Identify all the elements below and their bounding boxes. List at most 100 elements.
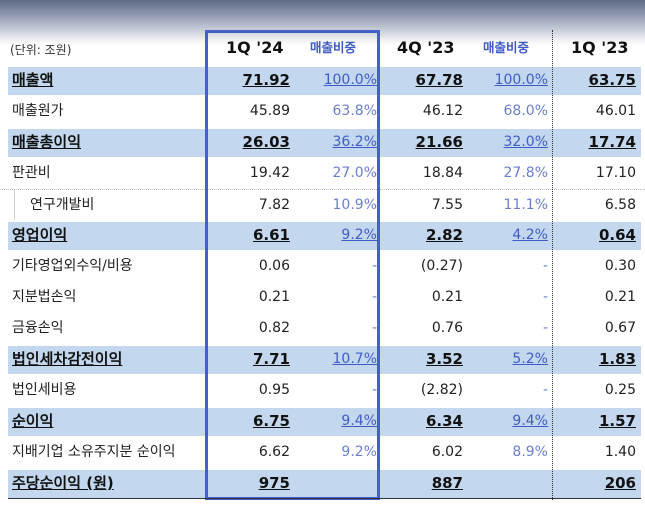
value-1q24: 7.82 [258,197,290,213]
ratio-1q24: 9.2% [341,444,377,460]
value-4q23: 18.84 [422,165,463,181]
ratio-4q23: 4.2% [512,227,548,243]
value-1q23: 0.25 [604,382,636,398]
row-label: 영업이익 [12,226,68,244]
row-label: 금융손익 [12,320,64,336]
row-label: 매출총이익 [12,133,82,151]
value-1q23: 1.57 [598,412,636,430]
col-1q23: 1Q '23 [571,38,629,57]
column-divider [552,30,553,500]
value-1q23: 0.21 [604,289,636,305]
ratio-4q23: - [542,382,548,398]
table-row: 연구개발비 7.82 10.9% 7.55 11.1% 6.58 [0,189,645,220]
table-header: (단위: 조원) 1Q '24 매출비중 4Q '23 매출비중 1Q '23 [0,30,645,65]
col-ratio-2: 매출비중 [483,40,530,55]
value-1q24: 0.82 [258,320,290,336]
value-1q24: 7.71 [252,350,290,368]
table-row: 영업이익 6.61 9.2% 2.82 4.2% 0.64 [0,220,645,251]
ratio-1q24: 10.7% [332,351,377,367]
table-row: 금융손익 0.82 - 0.76 - 0.67 [0,313,645,344]
ratio-4q23: 5.2% [512,351,548,367]
value-1q23: 17.10 [595,165,636,181]
value-1q23: 46.01 [595,103,636,119]
ratio-1q24: 63.8% [332,103,377,119]
row-label: 지배기업 소유주지분 순이익 [12,444,176,460]
table-row: 매출총이익 26.03 36.2% 21.66 32.0% 17.74 [0,127,645,158]
table-row: 매출액 71.92 100.0% 67.78 100.0% 63.75 [0,65,645,96]
ratio-4q23: 11.1% [503,197,548,213]
value-1q24: 26.03 [242,133,290,151]
value-1q23: 206 [604,474,636,492]
row-label: 기타영업외수익/비용 [12,258,133,274]
value-1q24: 6.75 [252,412,290,430]
table-row: 판관비 19.42 27.0% 18.84 27.8% 17.10 [0,158,645,189]
value-1q23: 1.83 [598,350,636,368]
ratio-4q23: 9.4% [512,413,548,429]
current-quarter-highlight-box [205,30,380,500]
row-label: 주당순이익 (원) [12,474,114,492]
value-1q24: 6.62 [258,444,290,460]
indent-marker [14,190,15,220]
ratio-4q23: 32.0% [503,134,548,150]
value-1q24: 975 [258,474,290,492]
table-row: 지분법손익 0.21 - 0.21 - 0.21 [0,282,645,313]
value-4q23: 21.66 [415,133,463,151]
col-1q24: 1Q '24 [226,38,284,57]
ratio-4q23: - [542,320,548,336]
value-4q23: 0.21 [431,289,463,305]
ratio-4q23: 8.9% [512,444,548,460]
ratio-1q24: 10.9% [332,197,377,213]
ratio-4q23: - [542,289,548,305]
value-1q23: 1.40 [604,444,636,460]
value-4q23: (2.82) [420,382,463,398]
col-ratio-1: 매출비중 [310,40,357,55]
row-label: 지분법손익 [12,289,77,305]
value-4q23: 46.12 [422,103,463,119]
table-row: 매출원가 45.89 63.8% 46.12 68.0% 46.01 [0,96,645,127]
ratio-1q24: - [371,320,377,336]
ratio-1q24: 27.0% [332,165,377,181]
value-1q24: 0.21 [258,289,290,305]
value-1q24: 0.95 [258,382,290,398]
row-label: 연구개발비 [30,197,95,213]
row-label: 매출액 [12,71,54,89]
row-label: 매출원가 [12,103,64,119]
value-4q23: (0.27) [420,258,463,274]
table-row: 법인세차감전이익 7.71 10.7% 3.52 5.2% 1.83 [0,344,645,375]
value-1q23: 0.64 [598,226,636,244]
value-1q24: 0.06 [258,258,290,274]
value-1q23: 6.58 [604,197,636,213]
value-1q24: 19.42 [249,165,290,181]
ratio-4q23: 100.0% [494,72,548,88]
ratio-1q24: - [371,382,377,398]
value-1q23: 17.74 [588,133,636,151]
ratio-1q24: - [371,258,377,274]
value-4q23: 6.34 [425,412,463,430]
value-1q24: 45.89 [249,103,290,119]
header-background [0,0,645,45]
ratio-4q23: - [542,258,548,274]
table-row: 지배기업 소유주지분 순이익 6.62 9.2% 6.02 8.9% 1.40 [0,437,645,468]
value-4q23: 7.55 [431,197,463,213]
value-1q23: 63.75 [588,71,636,89]
table-row: 기타영업외수익/비용 0.06 - (0.27) - 0.30 [0,251,645,282]
ratio-4q23: 27.8% [503,165,548,181]
value-4q23: 0.76 [431,320,463,336]
value-1q23: 0.67 [604,320,636,336]
table-row: 순이익 6.75 9.4% 6.34 9.4% 1.57 [0,406,645,437]
row-label: 순이익 [12,412,54,430]
row-label: 법인세비용 [12,382,77,398]
col-4q23: 4Q '23 [397,38,455,57]
value-4q23: 2.82 [425,226,463,244]
table-row: 주당순이익 (원) 975 887 206 [0,468,645,499]
value-4q23: 887 [431,474,463,492]
ratio-1q24: - [371,289,377,305]
ratio-1q24: 9.2% [341,227,377,243]
value-4q23: 3.52 [425,350,463,368]
ratio-1q24: 36.2% [332,134,377,150]
ratio-1q24: 9.4% [341,413,377,429]
row-label: 판관비 [12,165,51,181]
value-1q24: 6.61 [252,226,290,244]
ratio-1q24: 100.0% [323,72,377,88]
value-4q23: 6.02 [431,444,463,460]
